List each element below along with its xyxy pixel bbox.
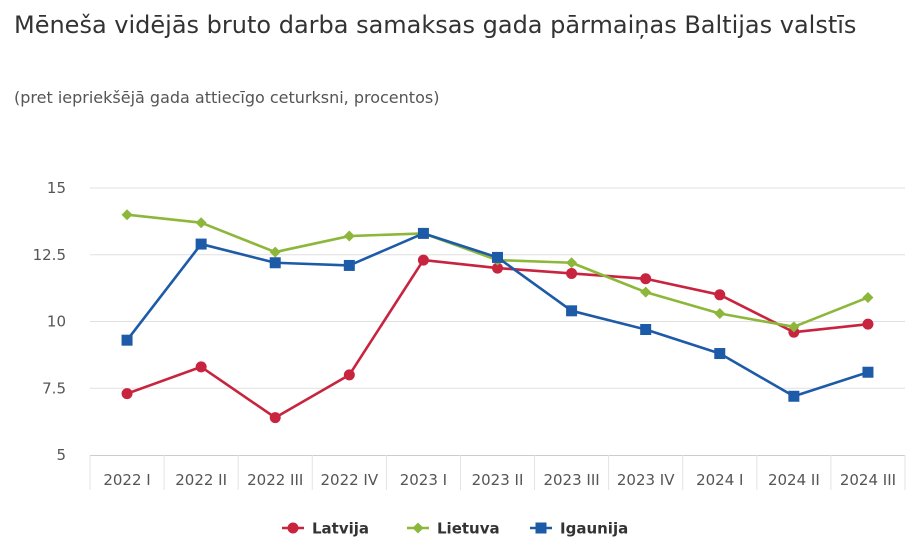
data-point-lietuva [121,209,133,221]
x-tick-label: 2022 II [175,471,227,489]
data-point-igaunija [417,227,429,239]
x-tick-label: 2023 I [400,471,447,489]
y-tick-label: 7.5 [42,379,66,397]
data-point-latvija [343,369,355,381]
data-point-igaunija [195,238,207,250]
x-tick-label: 2022 IV [320,471,378,489]
legend-label-lietuva: Lietuva [437,520,500,538]
data-point-igaunija [714,348,726,360]
y-tick-label: 15 [47,179,66,197]
legend-item-igaunija[interactable]: Igaunija [530,520,628,538]
legend-marker-igaunija [535,522,547,534]
data-point-igaunija [788,390,800,402]
data-point-latvija [566,267,578,279]
legend-label-latvija: Latvija [312,520,369,538]
data-point-lietuva [566,257,578,269]
legend-marker-latvija [287,522,299,534]
legend-label-igaunija: Igaunija [560,520,628,538]
data-point-latvija [417,254,429,266]
chart-title: Mēneša vidējās bruto darba samaksas gada… [14,11,857,39]
series-group [121,209,874,424]
data-point-latvija [862,318,874,330]
data-point-latvija [269,412,281,424]
y-axis-ticks: 5 7.5 10 12.5 15 [33,179,66,464]
x-tick-label: 2022 III [247,471,303,489]
data-point-lietuva [714,307,726,319]
series-line-latvija [126,258,869,419]
data-point-latvija [714,289,726,301]
data-point-igaunija [566,305,578,317]
data-point-lietuva [269,246,281,258]
data-point-latvija [121,388,133,400]
data-point-latvija [492,262,503,274]
data-point-latvija [195,361,207,373]
data-point-igaunija [121,334,133,346]
x-tick-label: 2024 I [696,471,743,489]
series-igaunija [121,227,874,402]
y-tick-label: 10 [47,313,66,331]
x-tick-label: 2023 III [543,471,599,489]
x-tick-label: 2022 I [103,471,150,489]
data-point-igaunija [862,366,874,378]
x-tick-label: 2023 IV [617,471,675,489]
data-point-lietuva [343,230,355,242]
legend: Latvija Lietuva Igaunija [282,520,628,538]
x-tick-label: 2023 II [472,471,524,489]
y-tick-label: 12.5 [33,246,66,264]
data-point-lietuva [195,217,207,229]
x-tick-label: 2024 III [840,471,896,489]
data-point-lietuva [862,291,874,303]
data-point-igaunija [640,324,652,336]
data-point-igaunija [492,251,503,263]
x-tick-label: 2024 II [768,471,820,489]
x-axis: 2022 I 2022 II 2022 III 2022 IV 2023 I 2023 I… [89,455,906,490]
series-latvija [121,254,874,424]
data-point-lietuva [788,321,800,333]
data-point-igaunija [269,257,281,269]
data-point-latvija [640,273,652,285]
y-tick-label: 5 [56,446,66,464]
legend-marker-lietuva [412,522,424,534]
legend-item-lietuva[interactable]: Lietuva [407,520,500,538]
chart-subtitle: (pret iepriekšējā gada attiecīgo ceturks… [14,88,440,107]
legend-item-latvija[interactable]: Latvija [282,520,369,538]
data-point-igaunija [343,259,355,271]
gridlines [90,187,905,389]
data-point-lietuva [640,286,652,298]
